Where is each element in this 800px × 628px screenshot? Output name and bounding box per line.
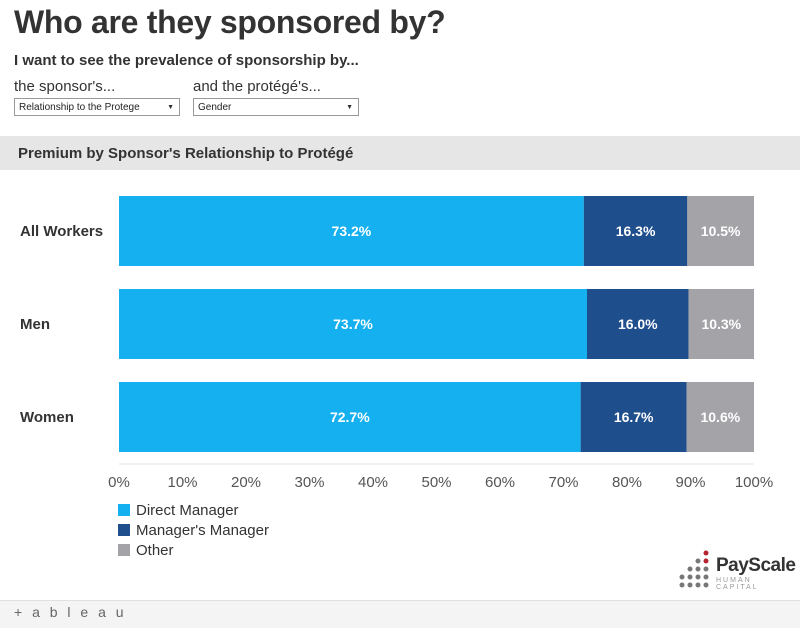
bar-segment[interactable] — [580, 382, 687, 452]
bar-segment[interactable] — [119, 289, 587, 359]
bar-segment[interactable] — [686, 382, 754, 452]
sponsor-filter-label: the sponsor's... — [14, 78, 116, 95]
x-tick-label: 30% — [294, 474, 324, 491]
footer-bar: + a b l e a u — [0, 600, 800, 628]
section-title: Premium by Sponsor's Relationship to Pro… — [18, 145, 354, 162]
x-tick-label: 60% — [485, 474, 515, 491]
logo-tagline: HUMAN CAPITAL — [716, 577, 759, 591]
x-tick-label: 0% — [108, 474, 130, 491]
legend-item-other[interactable]: Other — [118, 540, 269, 560]
category-label: Men — [20, 316, 50, 333]
tableau-logo[interactable]: + a b l e a u — [14, 604, 127, 620]
page-title: Who are they sponsored by? — [14, 4, 446, 40]
category-label: Women — [20, 409, 74, 426]
protege-filter-label: and the protégé's... — [193, 78, 321, 95]
data-label: 10.3% — [701, 316, 741, 332]
bar-segment[interactable] — [586, 289, 689, 359]
chevron-down-icon: ▼ — [167, 104, 174, 111]
legend-label: Direct Manager — [136, 501, 239, 519]
payscale-logo: PayScale HUMAN CAPITAL — [676, 549, 796, 591]
legend-swatch — [118, 544, 130, 556]
bar-segment[interactable] — [119, 382, 581, 452]
data-label: 73.7% — [333, 316, 373, 332]
section-header: Premium by Sponsor's Relationship to Pro… — [0, 136, 800, 170]
data-label: 16.7% — [614, 409, 654, 425]
category-label: All Workers — [20, 223, 103, 240]
logo-name: PayScale — [716, 555, 796, 576]
data-label: 16.0% — [618, 316, 658, 332]
x-tick-label: 40% — [358, 474, 388, 491]
x-tick-label: 100% — [735, 474, 773, 491]
chevron-down-icon: ▼ — [346, 104, 353, 111]
x-tick-label: 10% — [167, 474, 197, 491]
x-tick-label: 80% — [612, 474, 642, 491]
data-label: 10.5% — [701, 223, 741, 239]
protege-filter-value: Gender — [198, 102, 232, 113]
payscale-dots-icon — [679, 550, 709, 588]
legend-label: Other — [136, 541, 174, 559]
legend-label: Manager's Manager — [136, 521, 269, 539]
legend-swatch — [118, 524, 130, 536]
protege-filter-select[interactable]: Gender ▼ — [193, 98, 359, 116]
bar-segment[interactable] — [119, 196, 584, 266]
legend-item-managers-manager[interactable]: Manager's Manager — [118, 520, 269, 540]
data-label: 73.2% — [332, 223, 372, 239]
data-label: 10.6% — [700, 409, 740, 425]
bar-segment[interactable] — [688, 289, 754, 359]
sponsor-filter-value: Relationship to the Protege — [19, 102, 140, 113]
data-label: 16.3% — [616, 223, 656, 239]
page-subtitle: I want to see the prevalence of sponsors… — [14, 52, 359, 69]
stacked-bar-chart: All Workers 73.2% 16.3% 10.5% Men 73.7% 16.0% 1… — [20, 196, 773, 491]
legend-item-direct-manager[interactable]: Direct Manager — [118, 500, 269, 520]
x-tick-label: 90% — [675, 474, 705, 491]
x-tick-label: 50% — [421, 474, 451, 491]
sponsor-filter-select[interactable]: Relationship to the Protege ▼ — [14, 98, 180, 116]
x-tick-label: 20% — [231, 474, 261, 491]
x-tick-label: 70% — [548, 474, 578, 491]
bar-segment[interactable] — [687, 196, 754, 266]
bar-segment[interactable] — [583, 196, 688, 266]
legend: Direct Manager Manager's Manager Other — [118, 500, 269, 560]
data-label: 72.7% — [330, 409, 370, 425]
legend-swatch — [118, 504, 130, 516]
